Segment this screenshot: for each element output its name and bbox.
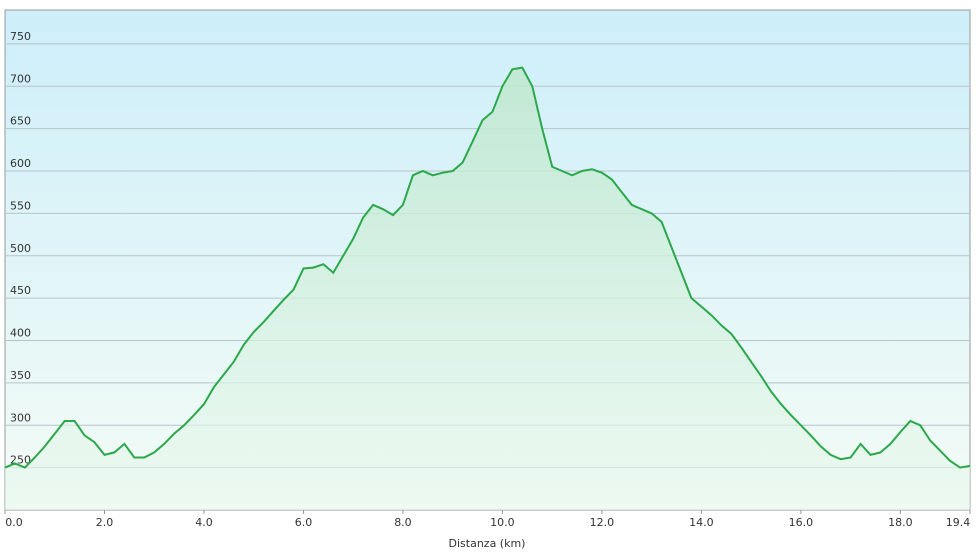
x-tick-label: 12.0 (590, 516, 615, 529)
x-tick-label: 14.0 (689, 516, 714, 529)
x-tick-label: 0.0 (5, 516, 23, 529)
x-tick-label: 10.0 (490, 516, 515, 529)
x-axis-label: Distanza (km) (449, 537, 526, 550)
y-tick-label: 450 (10, 284, 31, 297)
x-tick-label: 19.4 (946, 516, 971, 529)
x-tick-label: 4.0 (195, 516, 213, 529)
line (4, 66, 971, 469)
x-tick-label: 18.0 (888, 516, 913, 529)
x-tick-label: 8.0 (394, 516, 412, 529)
y-tick-label: 700 (10, 72, 31, 85)
area (5, 67, 970, 510)
y-tick-label: 600 (10, 157, 31, 170)
y-tick-label: 400 (10, 327, 31, 340)
y-tick-label: 650 (10, 115, 31, 128)
x-tick-label: 2.0 (96, 516, 114, 529)
x-tick-label: 6.0 (295, 516, 313, 529)
y-tick-label: 750 (10, 30, 31, 43)
y-tick-label: 550 (10, 199, 31, 212)
x-tick-label: 16.0 (789, 516, 814, 529)
y-tick-label: 350 (10, 369, 31, 382)
y-tick-label: 300 (10, 411, 31, 424)
y-tick-label: 500 (10, 242, 31, 255)
